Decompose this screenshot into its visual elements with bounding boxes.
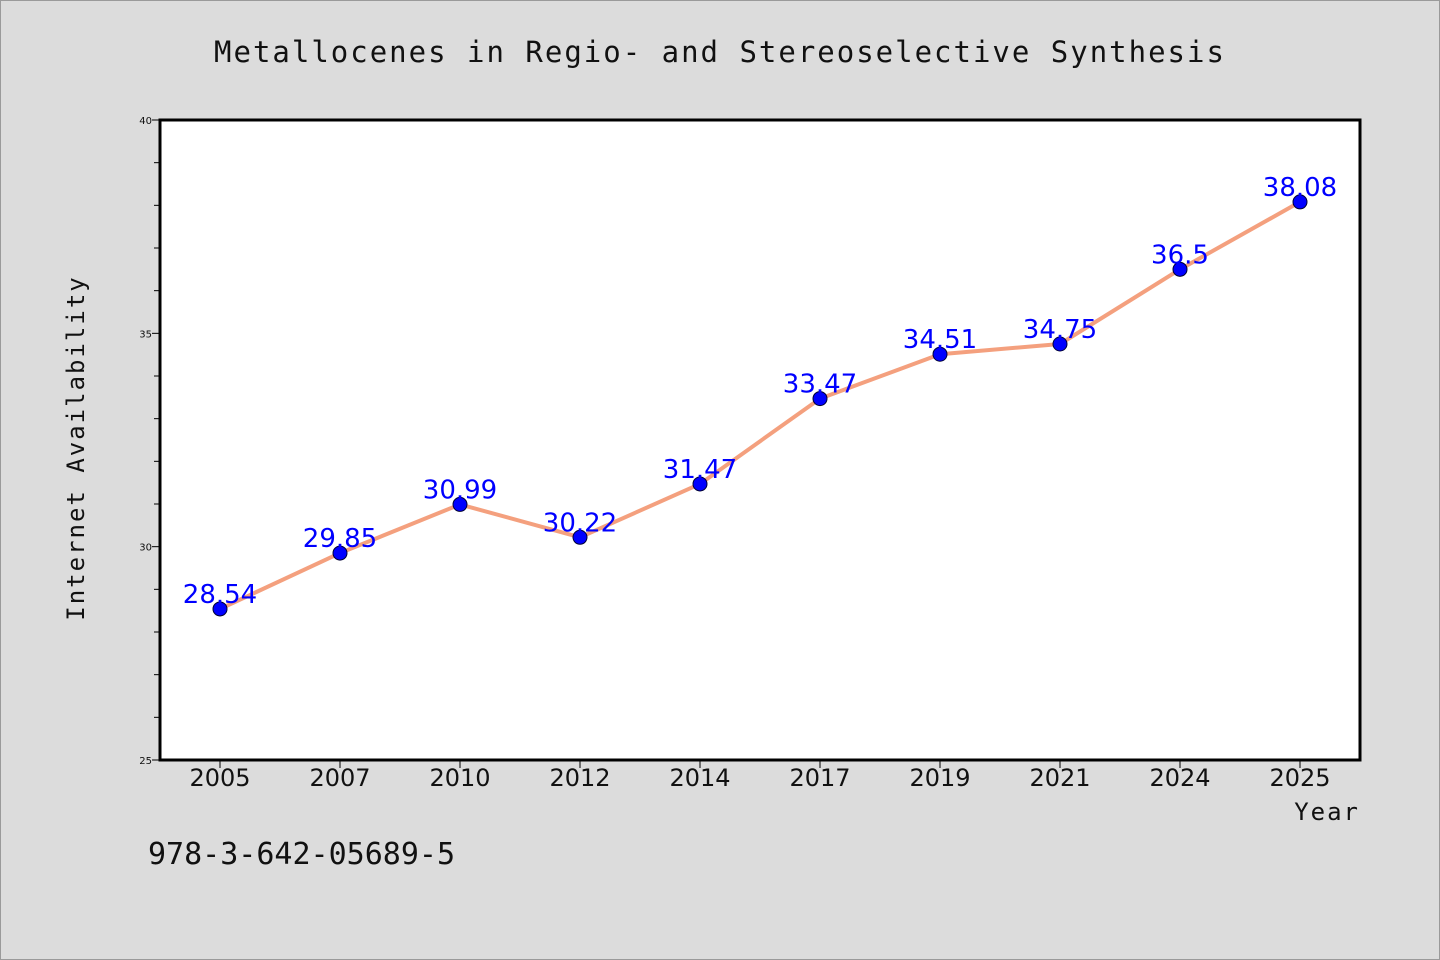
x-tick-label: 2014 — [669, 764, 730, 792]
data-label: 29.85 — [303, 524, 377, 554]
data-label: 34.75 — [1023, 315, 1097, 345]
y-tick-label: 35 — [139, 329, 152, 340]
data-point — [452, 496, 468, 512]
x-tick-label: 2021 — [1029, 764, 1090, 792]
data-point — [1172, 261, 1188, 277]
x-axis-title: Year — [1294, 798, 1360, 826]
x-tick-label: 2019 — [909, 764, 970, 792]
data-point — [1292, 194, 1308, 210]
data-point — [812, 391, 828, 407]
y-axis-title: Internet Availability — [62, 275, 90, 620]
x-tick-label: 2005 — [189, 764, 250, 792]
chart-title: Metallocenes in Regio- and Stereoselecti… — [214, 35, 1226, 69]
y-tick-label: 40 — [139, 116, 152, 127]
series-layer: 28.54 29.85 30.99 30.22 31.47 33.47 34.51 34.75… — [183, 173, 1337, 617]
data-point — [1052, 336, 1068, 352]
data-point — [572, 529, 588, 545]
x-tick-label: 2024 — [1149, 764, 1210, 792]
series-line — [218, 199, 1302, 611]
x-tick-label: 2007 — [309, 764, 370, 792]
data-label: 31.47 — [663, 455, 737, 485]
x-tick-label: 2025 — [1269, 764, 1330, 792]
x-tick-label: 2012 — [549, 764, 610, 792]
data-label: 36.5 — [1151, 240, 1209, 270]
y-axis: 25 30 35 40 — [139, 116, 160, 767]
data-point — [692, 476, 708, 492]
data-label: 28.54 — [183, 580, 257, 610]
data-label: 38.08 — [1263, 173, 1337, 203]
data-label: 30.22 — [543, 508, 617, 538]
isbn-note: 978-3-642-05689-5 — [148, 837, 455, 872]
data-point — [212, 601, 228, 617]
data-point — [932, 346, 948, 362]
x-axis: 2005 2007 2010 2012 2014 2017 2019 2021 2024 2025 — [189, 760, 1331, 792]
data-label: 30.99 — [423, 475, 497, 505]
y-tick-label: 25 — [139, 756, 152, 767]
plot-area — [158, 118, 1362, 762]
y-tick-label: 30 — [139, 543, 152, 554]
x-tick-label: 2017 — [789, 764, 850, 792]
x-tick-label: 2010 — [429, 764, 490, 792]
data-label: 33.47 — [783, 370, 857, 400]
data-label: 34.51 — [903, 325, 977, 355]
data-point — [332, 545, 348, 561]
